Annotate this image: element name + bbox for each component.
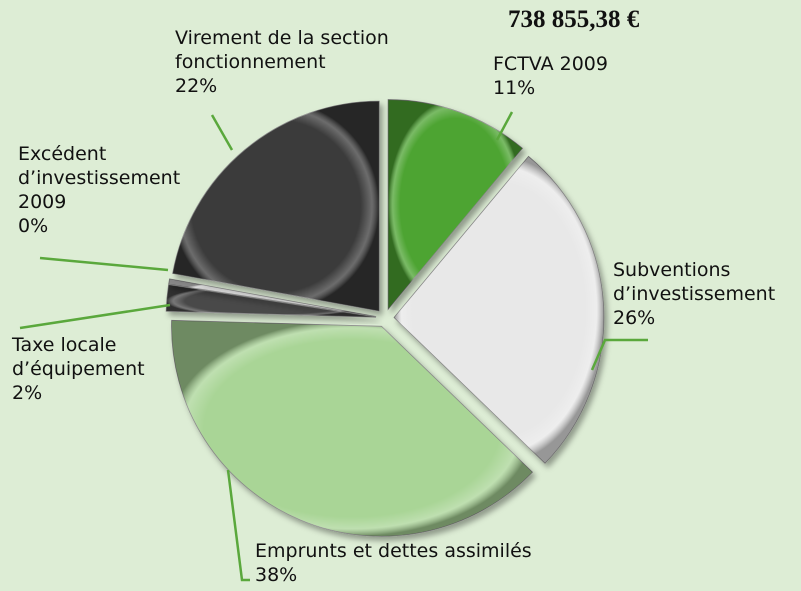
slice-label: Subventions d’investissement 26% xyxy=(613,258,798,330)
leader-line xyxy=(590,338,648,371)
category-label: Excédent d’investissement 2009 xyxy=(18,143,181,213)
value-label: 22% xyxy=(175,75,218,97)
category-label: Emprunts et dettes assimilés xyxy=(255,540,532,562)
pie-slice xyxy=(172,100,380,312)
slice-label: Excédent d’investissement 2009 0% xyxy=(18,142,203,238)
value-label: 2% xyxy=(12,382,43,404)
leader-line xyxy=(226,469,250,582)
chart-title: 738 855,38 € xyxy=(508,6,640,33)
leader-line xyxy=(210,114,234,151)
pie xyxy=(165,99,605,537)
value-label: 11% xyxy=(493,77,536,99)
category-label: FCTVA 2009 xyxy=(493,53,608,75)
slice-label: Virement de la section fonctionnement 22% xyxy=(175,26,445,98)
slice-label: FCTVA 2009 11% xyxy=(493,52,673,100)
leader-lines xyxy=(19,111,648,582)
category-label: Subventions d’investissement xyxy=(613,259,776,305)
value-label: 0% xyxy=(18,215,49,237)
leader-line xyxy=(495,111,514,141)
slice-label: Taxe locale d’équipement 2% xyxy=(12,333,172,405)
slice-label: Emprunts et dettes assimilés 38% xyxy=(255,539,575,587)
leader-line xyxy=(19,303,171,330)
value-label: 26% xyxy=(613,307,656,329)
category-label: Taxe locale d’équipement xyxy=(12,334,145,380)
value-label: 38% xyxy=(255,564,298,586)
leader-line xyxy=(39,256,169,272)
category-label: Virement de la section fonctionnement xyxy=(175,27,389,73)
